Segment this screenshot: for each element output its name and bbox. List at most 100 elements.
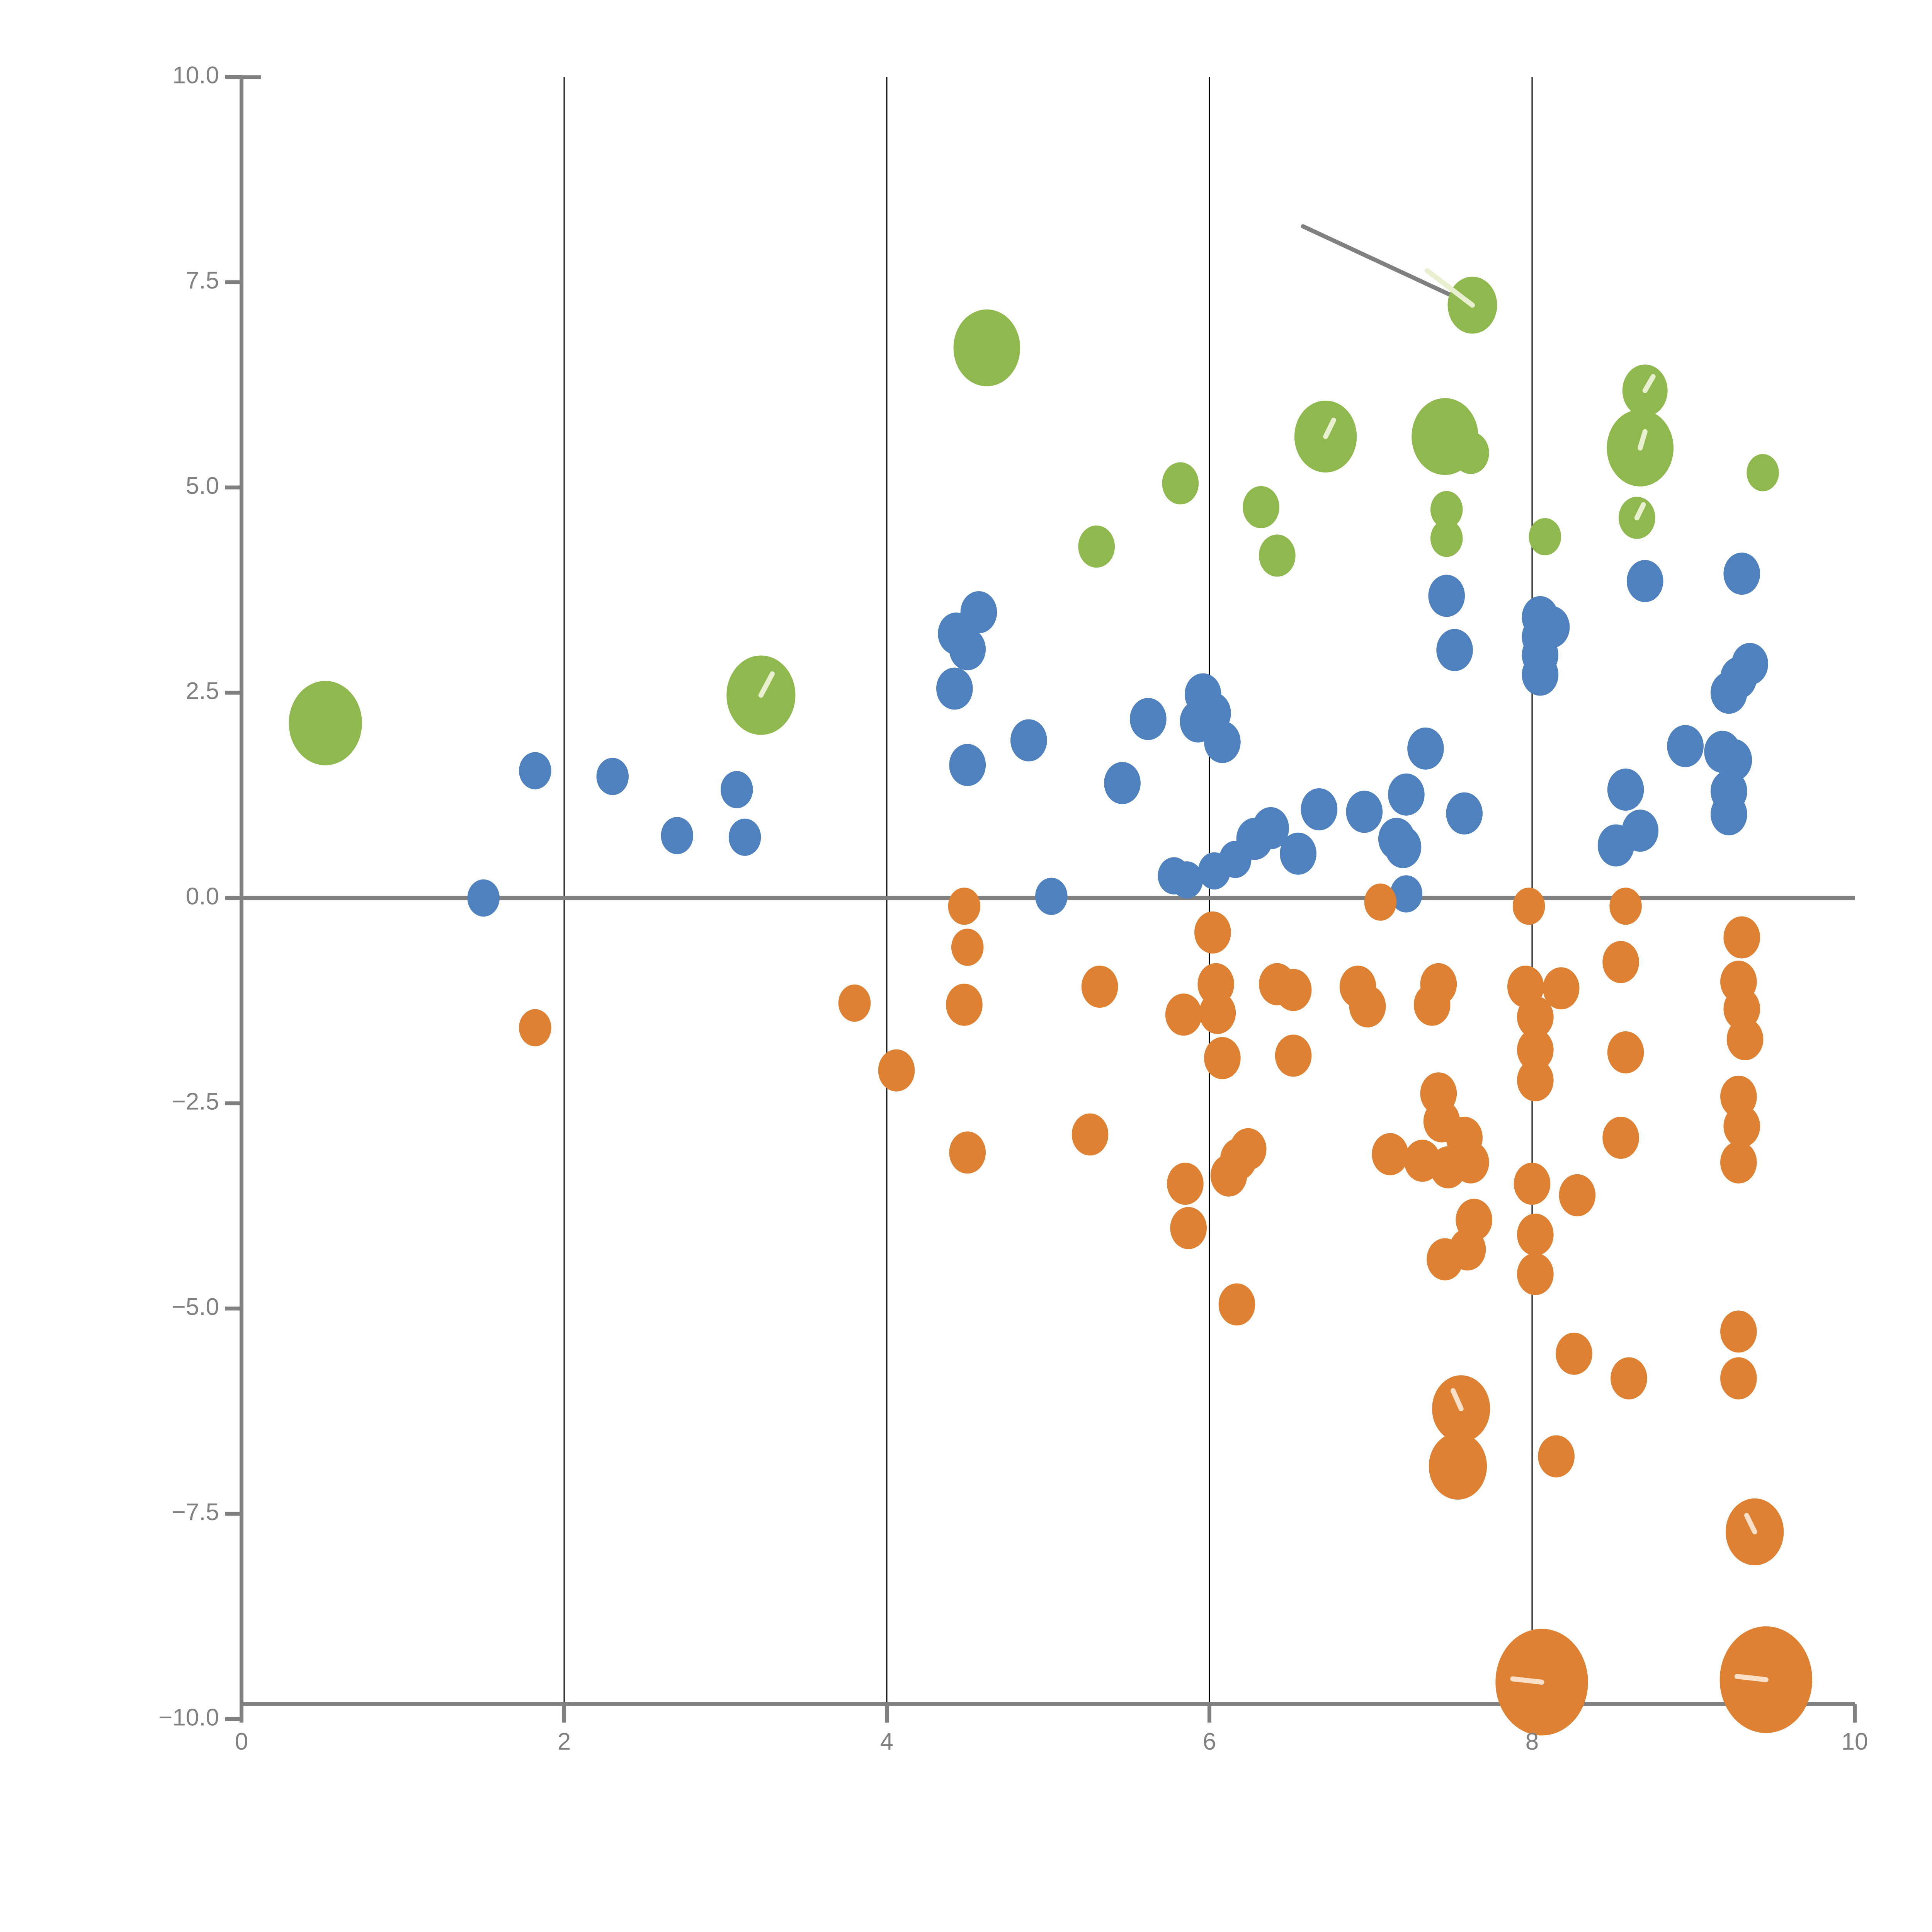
data-point-blue-27[interactable] [1346, 791, 1383, 833]
data-point-blue-16[interactable] [1170, 861, 1203, 899]
data-point-blue-40[interactable] [1533, 606, 1570, 648]
data-point-orange-53[interactable] [1609, 888, 1642, 925]
data-point-green-4[interactable] [1162, 462, 1199, 505]
data-point-blue-34[interactable] [1436, 629, 1473, 671]
data-point-orange-66[interactable] [1720, 1357, 1757, 1400]
data-point-orange-10[interactable] [1167, 1162, 1204, 1205]
data-point-green-3[interactable] [1078, 525, 1115, 568]
data-point-orange-35[interactable] [1452, 1141, 1489, 1184]
data-point-blue-41[interactable] [1607, 768, 1644, 811]
data-point-orange-0[interactable] [519, 1009, 551, 1046]
data-point-orange-26[interactable] [1372, 1133, 1408, 1175]
data-point-orange-1[interactable] [838, 984, 871, 1022]
data-point-blue-47[interactable] [1715, 739, 1752, 781]
data-point-orange-8[interactable] [1081, 965, 1118, 1008]
data-point-orange-65[interactable] [1720, 1310, 1757, 1353]
data-point-blue-28[interactable] [1388, 773, 1425, 816]
data-point-orange-14[interactable] [1199, 992, 1236, 1034]
data-point-green-11[interactable] [1430, 520, 1463, 557]
data-point-blue-12[interactable] [1035, 878, 1068, 915]
data-point-orange-11[interactable] [1170, 1207, 1207, 1249]
data-point-orange-3[interactable] [948, 888, 981, 925]
data-point-orange-7[interactable] [1071, 1113, 1109, 1156]
data-point-green-10[interactable] [1430, 491, 1463, 529]
data-point-orange-50[interactable] [1556, 1332, 1592, 1375]
data-point-orange-37[interactable] [1456, 1199, 1493, 1241]
data-point-tail-orange-52 [1510, 1676, 1544, 1685]
data-point-orange-22[interactable] [1275, 1034, 1312, 1077]
data-point-blue-31[interactable] [1390, 875, 1423, 913]
data-point-orange-48[interactable] [1543, 967, 1580, 1010]
data-point-blue-3[interactable] [661, 817, 694, 854]
data-point-green-17[interactable] [1747, 454, 1779, 492]
data-point-orange-40[interactable] [1512, 888, 1545, 925]
data-point-tail-orange-38 [1450, 1388, 1464, 1412]
data-point-blue-35[interactable] [1446, 792, 1483, 835]
data-point-orange-43[interactable] [1517, 1029, 1554, 1071]
data-point-orange-6[interactable] [949, 1131, 986, 1174]
data-point-orange-46[interactable] [1517, 1213, 1554, 1256]
data-point-blue-4[interactable] [720, 771, 753, 808]
data-point-green-9[interactable] [1452, 432, 1489, 474]
data-point-green-5[interactable] [1243, 486, 1279, 529]
data-point-blue-30[interactable] [1384, 826, 1422, 868]
data-point-orange-47[interactable] [1517, 1253, 1554, 1295]
data-point-blue-44[interactable] [1622, 810, 1659, 852]
data-point-blue-43[interactable] [1626, 560, 1663, 602]
data-point-orange-2[interactable] [878, 1049, 915, 1092]
data-point-blue-51[interactable] [1731, 643, 1768, 685]
data-point-orange-19[interactable] [1218, 1283, 1255, 1326]
series-blue [467, 553, 1768, 917]
data-point-orange-15[interactable] [1204, 1037, 1241, 1079]
data-point-orange-44[interactable] [1517, 1059, 1554, 1102]
data-point-blue-1[interactable] [519, 752, 551, 789]
data-point-orange-45[interactable] [1514, 1162, 1551, 1205]
data-point-blue-8[interactable] [949, 628, 986, 670]
data-point-blue-2[interactable] [596, 758, 629, 795]
data-point-orange-56[interactable] [1602, 1116, 1639, 1159]
data-point-orange-51[interactable] [1538, 1435, 1575, 1478]
data-point-orange-4[interactable] [951, 929, 984, 966]
data-point-blue-25[interactable] [1280, 832, 1316, 875]
data-point-green-13[interactable] [1529, 518, 1561, 556]
data-point-orange-31[interactable] [1420, 963, 1457, 1005]
data-point-blue-49[interactable] [1711, 793, 1747, 835]
data-point-orange-54[interactable] [1602, 941, 1639, 983]
data-point-orange-12[interactable] [1194, 911, 1231, 954]
data-point-blue-45[interactable] [1667, 725, 1704, 767]
data-point-blue-11[interactable] [1010, 719, 1047, 762]
data-point-blue-0[interactable] [467, 879, 500, 917]
data-point-blue-33[interactable] [1428, 575, 1465, 617]
data-point-blue-24[interactable] [1252, 807, 1289, 849]
data-point-orange-25[interactable] [1349, 985, 1386, 1028]
data-point-green-6[interactable] [1259, 534, 1296, 577]
data-point-blue-32[interactable] [1407, 727, 1444, 770]
data-point-orange-55[interactable] [1607, 1031, 1644, 1074]
data-point-blue-39[interactable] [1522, 653, 1559, 696]
data-point-blue-20[interactable] [1204, 721, 1241, 763]
data-point-orange-64[interactable] [1720, 1141, 1757, 1184]
data-point-orange-42[interactable] [1517, 996, 1554, 1038]
data-point-orange-24[interactable] [1364, 883, 1397, 921]
data-point-orange-5[interactable] [946, 983, 983, 1026]
data-point-blue-26[interactable] [1301, 788, 1338, 831]
data-point-orange-58[interactable] [1723, 916, 1760, 959]
data-point-orange-18[interactable] [1230, 1128, 1267, 1170]
data-point-green-2[interactable] [953, 309, 1020, 386]
data-point-blue-10[interactable] [949, 744, 986, 786]
data-point-blue-14[interactable] [1130, 698, 1167, 740]
data-point-orange-49[interactable] [1559, 1174, 1596, 1216]
data-point-blue-7[interactable] [960, 591, 997, 634]
data-point-orange-9[interactable] [1165, 993, 1202, 1036]
data-point-green-0[interactable] [289, 681, 362, 765]
data-point-orange-21[interactable] [1275, 969, 1312, 1011]
data-point-blue-53[interactable] [1723, 553, 1760, 595]
data-point-orange-61[interactable] [1726, 1018, 1764, 1061]
data-point-orange-57[interactable] [1611, 1357, 1647, 1400]
data-point-blue-13[interactable] [1104, 762, 1141, 804]
data-point-orange-63[interactable] [1723, 1105, 1760, 1148]
data-point-blue-5[interactable] [728, 818, 761, 856]
data-point-orange-39[interactable] [1429, 1432, 1487, 1500]
data-point-blue-9[interactable] [936, 667, 973, 710]
data-point-blue-52[interactable] [1711, 672, 1747, 714]
